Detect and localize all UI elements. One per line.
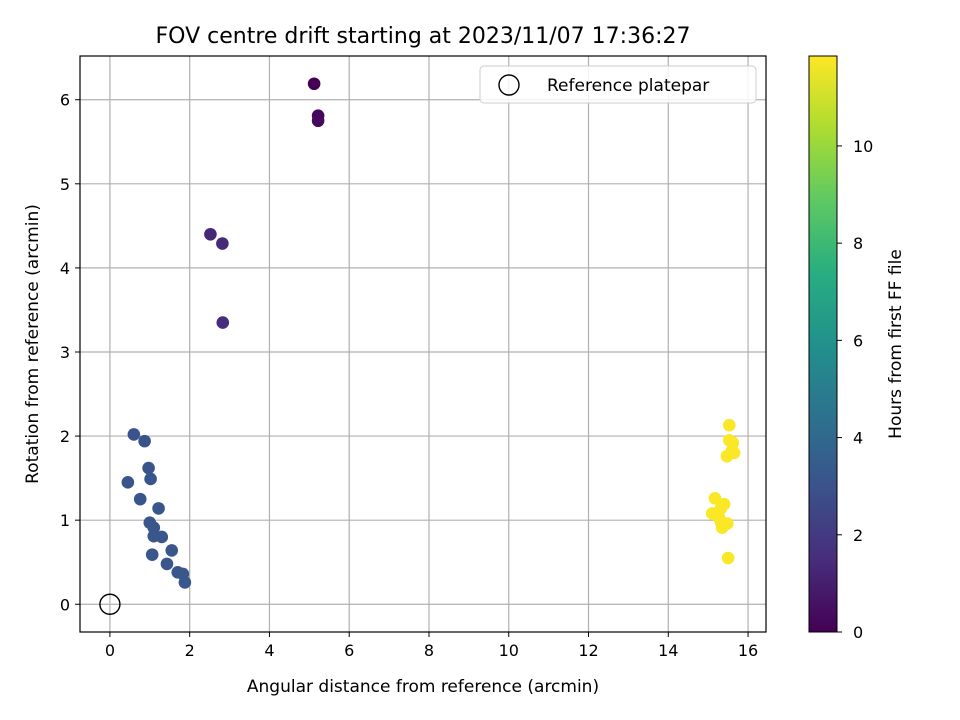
data-point <box>723 418 736 432</box>
colorbar-tick-label: 8 <box>853 234 863 253</box>
data-point <box>145 548 159 561</box>
data-point <box>178 576 192 589</box>
data-point <box>721 551 735 565</box>
data-point <box>144 472 157 486</box>
x-tick-label: 6 <box>344 641 354 660</box>
legend: Reference platepar <box>479 65 757 104</box>
x-axis-label: Angular distance from reference (arcmin) <box>247 677 599 697</box>
data-point <box>708 492 722 505</box>
colorbar-tick-label: 10 <box>853 137 873 156</box>
data-point <box>155 530 169 544</box>
data-point <box>133 492 147 506</box>
data-point <box>216 237 229 250</box>
colorbar-label: Hours from first FF file <box>886 249 906 439</box>
x-tick-label: 8 <box>424 641 434 660</box>
x-tick-label: 14 <box>658 641 678 660</box>
data-point <box>307 77 321 91</box>
y-tick-label: 2 <box>60 427 70 446</box>
x-tick-label: 2 <box>185 641 195 660</box>
reference-marker-group <box>99 593 121 615</box>
data-point <box>127 428 141 441</box>
data-point <box>142 461 155 475</box>
data-point <box>165 544 179 557</box>
x-axis-ticks: 0 2 4 6 8 10 12 14 16 <box>105 632 758 660</box>
colorbar-tick-label: 6 <box>853 331 863 350</box>
legend-label: Reference platepar <box>547 76 709 96</box>
y-tick-label: 5 <box>60 175 70 194</box>
y-axis-label: Rotation from reference (arcmin) <box>23 204 43 484</box>
data-point <box>138 434 151 448</box>
colorbar: 0 2 4 6 8 10 Hours from first FF file <box>808 55 906 642</box>
x-tick-label: 10 <box>499 641 519 660</box>
data-point <box>216 316 230 329</box>
grid-lines <box>80 56 766 632</box>
data-point <box>720 449 734 463</box>
data-point <box>715 521 729 535</box>
y-axis-ticks: 0 1 2 3 4 5 6 <box>60 91 80 614</box>
data-point <box>311 114 325 128</box>
x-tick-label: 0 <box>105 641 115 660</box>
colorbar-tick-label: 4 <box>853 429 863 448</box>
legend-reference-marker <box>498 74 520 96</box>
data-point <box>160 557 174 571</box>
data-points <box>121 77 741 589</box>
data-point <box>152 502 165 515</box>
colorbar-tick-label: 0 <box>853 623 863 642</box>
chart-title: FOV centre drift starting at 2023/11/07 … <box>156 24 691 49</box>
colorbar-gradient <box>808 55 838 633</box>
x-tick-label: 4 <box>264 641 274 660</box>
x-tick-label: 16 <box>738 641 758 660</box>
data-point <box>121 476 135 489</box>
plot-area-frame <box>79 55 767 633</box>
y-tick-label: 0 <box>60 595 70 614</box>
colorbar-tick-label: 2 <box>853 526 863 545</box>
data-point <box>204 227 217 241</box>
y-tick-label: 4 <box>60 259 70 278</box>
legend-box <box>479 65 757 104</box>
y-tick-label: 1 <box>60 511 70 530</box>
colorbar-ticks: 0 2 4 6 8 10 <box>837 137 873 642</box>
y-tick-label: 6 <box>60 91 70 110</box>
y-tick-label: 3 <box>60 343 70 362</box>
reference-platepar-marker <box>99 593 121 615</box>
x-tick-label: 12 <box>578 641 598 660</box>
